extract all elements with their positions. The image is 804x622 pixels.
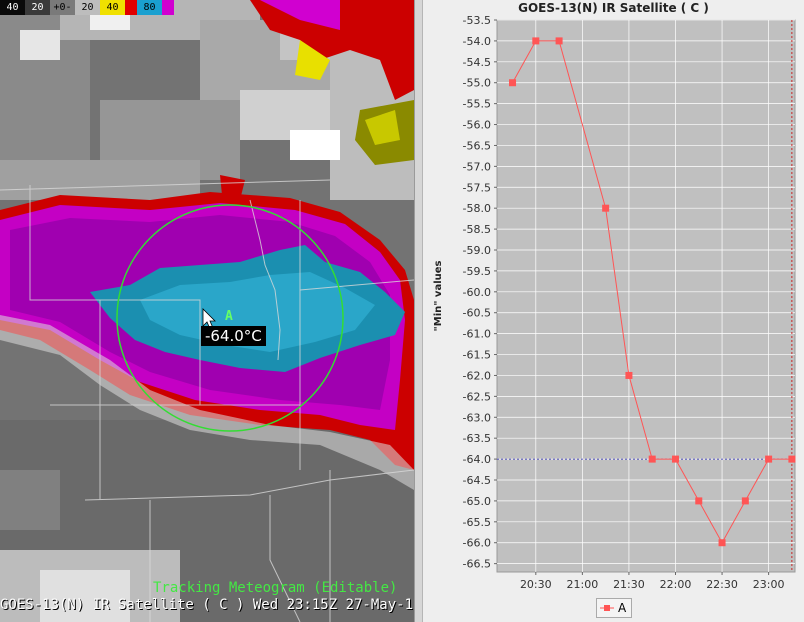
y-tick-label: -60.0 bbox=[463, 286, 491, 299]
y-tick-label: -57.0 bbox=[463, 160, 491, 173]
data-point bbox=[695, 497, 703, 505]
y-tick-label: -64.5 bbox=[463, 474, 491, 487]
y-tick-label: -63.0 bbox=[463, 411, 491, 424]
y-tick-label: -55.5 bbox=[463, 98, 491, 111]
y-tick-label: -56.0 bbox=[463, 119, 491, 132]
meteogram-chart[interactable]: -53.5 -54.0 -54.5 -55.0 -55.5 -56.0 -56.5 -57.0… bbox=[423, 0, 804, 622]
y-tick-label: -58.0 bbox=[463, 202, 491, 215]
y-tick-label: -64.0 bbox=[463, 453, 491, 466]
colorbar-segment: 20 bbox=[25, 0, 50, 15]
x-tick-label: 21:30 bbox=[613, 578, 645, 591]
y-tick-label: -53.5 bbox=[463, 14, 491, 27]
y-tick-label: -62.5 bbox=[463, 390, 491, 403]
colorbar-segment: 80 bbox=[137, 0, 162, 15]
data-point bbox=[532, 37, 540, 45]
colorbar-segment bbox=[125, 0, 137, 15]
data-point bbox=[765, 455, 773, 463]
colorbar-segment: 20 bbox=[75, 0, 100, 15]
satellite-map-view[interactable]: 40 20 +0- 20 40 80 A -64.0°C Tracking Meteogr… bbox=[0, 0, 414, 622]
data-point bbox=[648, 455, 656, 463]
probe-value-readout: -64.0°C bbox=[201, 326, 266, 346]
y-tick-label: -56.5 bbox=[463, 139, 491, 152]
meteogram-chart-panel: GOES-13(N) IR Satellite ( C ) -53.5 -54.0… bbox=[423, 0, 804, 622]
data-point bbox=[741, 497, 749, 505]
series-line bbox=[512, 40, 792, 544]
y-tick-label: -58.5 bbox=[463, 223, 491, 236]
colorbar-segment: +0- bbox=[50, 0, 75, 15]
satellite-image bbox=[0, 0, 414, 622]
chart-title: GOES-13(N) IR Satellite ( C ) bbox=[518, 1, 709, 15]
y-tick-label: -61.0 bbox=[463, 328, 491, 341]
y-axis-label: "Min" values bbox=[433, 260, 444, 331]
meteogram-title: Tracking Meteogram (Editable) bbox=[153, 580, 398, 596]
data-point bbox=[788, 455, 796, 463]
legend-series-label: A bbox=[618, 601, 627, 615]
x-tick-label: 22:30 bbox=[706, 578, 738, 591]
data-point bbox=[718, 539, 726, 547]
x-tick-label: 22:00 bbox=[660, 578, 692, 591]
y-tick-label: -55.0 bbox=[463, 77, 491, 90]
plot-area bbox=[496, 19, 796, 573]
x-tick-label: 21:00 bbox=[567, 578, 599, 591]
x-tick-label: 23:00 bbox=[753, 578, 785, 591]
panel-splitter[interactable] bbox=[414, 0, 423, 622]
y-tick-label: -59.0 bbox=[463, 244, 491, 257]
data-point bbox=[625, 371, 633, 379]
y-tick-label: -63.5 bbox=[463, 432, 491, 445]
y-tick-label: -61.5 bbox=[463, 349, 491, 362]
data-point bbox=[671, 455, 679, 463]
y-tick-label: -54.0 bbox=[463, 35, 491, 48]
y-tick-label: -54.5 bbox=[463, 56, 491, 69]
data-point bbox=[509, 79, 517, 87]
colorbar-segment: 40 bbox=[100, 0, 125, 15]
y-tick-label: -66.5 bbox=[463, 558, 491, 571]
colorbar-segment: 40 bbox=[0, 0, 25, 15]
data-point bbox=[555, 37, 563, 45]
colorbar-segment bbox=[162, 0, 174, 15]
y-tick-label: -57.5 bbox=[463, 181, 491, 194]
y-tick-label: -59.5 bbox=[463, 265, 491, 278]
y-tick-label: -65.0 bbox=[463, 495, 491, 508]
y-tick-label: -66.0 bbox=[463, 537, 491, 550]
satellite-caption: GOES-13(N) IR Satellite ( C ) Wed 23:15Z… bbox=[0, 597, 414, 613]
y-tick-label: -65.5 bbox=[463, 516, 491, 529]
chart-legend: A bbox=[596, 598, 632, 618]
y-tick-label: -62.0 bbox=[463, 369, 491, 382]
data-point bbox=[602, 204, 610, 212]
probe-marker-label[interactable]: A bbox=[225, 309, 233, 324]
legend-series-swatch bbox=[600, 605, 614, 611]
y-tick-label: -60.5 bbox=[463, 307, 491, 320]
x-tick-label: 20:30 bbox=[520, 578, 552, 591]
temperature-colorbar: 40 20 +0- 20 40 80 bbox=[0, 0, 174, 15]
